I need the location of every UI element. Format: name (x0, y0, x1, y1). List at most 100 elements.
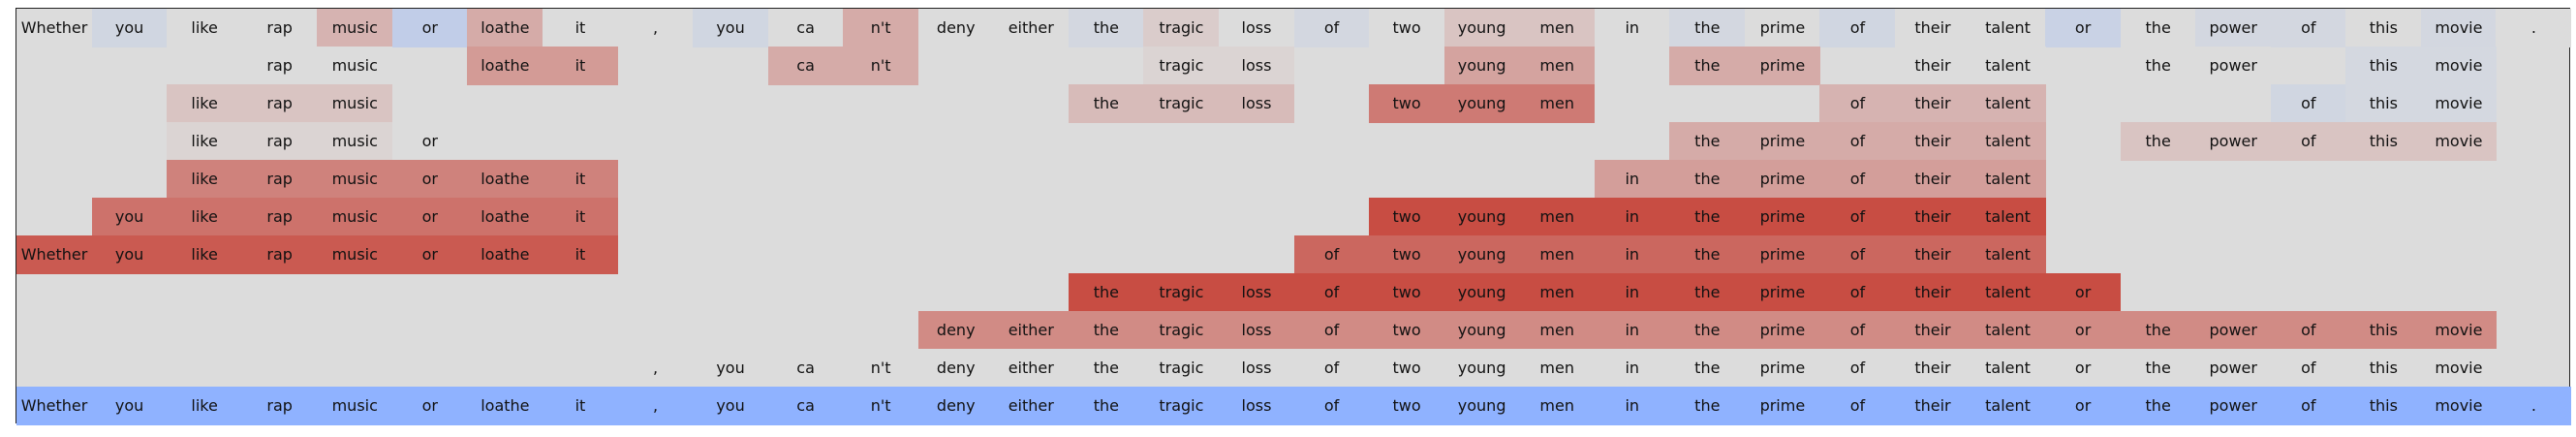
heatmap-cell: young (1443, 235, 1520, 274)
heatmap-cell: or (391, 235, 468, 274)
heatmap-cell: of (2270, 311, 2346, 350)
heatmap-cell: ca (767, 47, 844, 85)
heatmap-cell: it (542, 160, 618, 199)
heatmap-cell: you (91, 387, 168, 425)
heatmap-cell: or (391, 160, 468, 199)
heatmap-cell: rap (241, 387, 318, 425)
heatmap-cell: of (1293, 349, 1370, 388)
heatmap-cell: rap (241, 47, 318, 85)
heatmap-cell: their (1894, 47, 1971, 85)
heatmap-cell: this (2345, 349, 2422, 388)
heatmap-cell: prime (1744, 47, 1820, 85)
heatmap-cell: of (1819, 349, 1896, 388)
heatmap-cell: the (1669, 9, 1746, 47)
heatmap-cell: loss (1218, 387, 1294, 425)
heatmap-cell: it (542, 198, 618, 236)
heatmap-cell: this (2345, 122, 2422, 161)
heatmap-cell: like (167, 387, 243, 425)
heatmap-cell: two (1369, 311, 1445, 350)
heatmap-cell: you (693, 349, 769, 388)
heatmap-cell: or (391, 9, 468, 47)
heatmap-cell: their (1894, 198, 1971, 236)
heatmap-cell: their (1894, 84, 1971, 123)
heatmap-cell: young (1443, 84, 1520, 123)
heatmap-cell: you (693, 387, 769, 425)
heatmap-cell: . (2496, 9, 2572, 47)
heatmap-cell: you (91, 235, 168, 274)
heatmap-cell: it (542, 47, 618, 85)
heatmap-cell: the (2120, 387, 2196, 425)
heatmap-cell: in (1594, 387, 1670, 425)
heatmap-cell: of (1819, 235, 1896, 274)
heatmap-cell: of (1293, 387, 1370, 425)
heatmap-cell: n't (843, 387, 919, 425)
heatmap-cell: loathe (467, 198, 543, 236)
heatmap-cell: or (391, 198, 468, 236)
heatmap-cell: deny (917, 349, 994, 388)
heatmap-cell: like (167, 9, 243, 47)
heatmap-cell: of (1293, 273, 1370, 312)
heatmap-cell: the (1669, 387, 1746, 425)
heatmap-cell: talent (1970, 9, 2046, 47)
heatmap-cell: music (317, 84, 393, 123)
heatmap-cell: prime (1744, 349, 1820, 388)
heatmap-cell: movie (2420, 349, 2497, 388)
heatmap-cell: the (2120, 47, 2196, 85)
heatmap-cell: , (617, 349, 694, 388)
heatmap-cell: tragic (1143, 47, 1220, 85)
heatmap-cell: young (1443, 273, 1520, 312)
heatmap-cell: either (993, 349, 1070, 388)
heatmap-cell: of (1293, 9, 1370, 47)
heatmap-cell: prime (1744, 198, 1820, 236)
heatmap-cell: or (2045, 349, 2122, 388)
heatmap-cell: movie (2420, 387, 2497, 425)
heatmap-cell: the (1669, 311, 1746, 350)
heatmap-cell: loathe (467, 235, 543, 274)
heatmap-cell: the (2120, 122, 2196, 161)
heatmap-cell: the (1669, 235, 1746, 274)
heatmap-cell: like (167, 235, 243, 274)
heatmap-cell: of (1819, 387, 1896, 425)
heatmap-cell: the (1068, 84, 1144, 123)
heatmap-cell: talent (1970, 198, 2046, 236)
heatmap-cell: in (1594, 349, 1670, 388)
heatmap-cell: of (1293, 235, 1370, 274)
heatmap-cell: loss (1218, 84, 1294, 123)
heatmap-cell: movie (2420, 9, 2497, 47)
heatmap-cell: of (1819, 160, 1896, 199)
heatmap-cell: in (1594, 9, 1670, 47)
heatmap-cell: the (1068, 387, 1144, 425)
heatmap-cell: of (2270, 122, 2346, 161)
heatmap-cell: talent (1970, 122, 2046, 161)
heatmap-cell: of (1819, 273, 1896, 312)
heatmap-cell: two (1369, 84, 1445, 123)
heatmap-cell: the (1068, 9, 1144, 47)
heatmap-cell: movie (2420, 311, 2497, 350)
heatmap-cell: young (1443, 387, 1520, 425)
heatmap-cell: the (1068, 349, 1144, 388)
heatmap-cell: men (1519, 387, 1596, 425)
heatmap-cell: loss (1218, 9, 1294, 47)
heatmap-cell: in (1594, 311, 1670, 350)
heatmap-cell: rap (241, 235, 318, 274)
heatmap-cell: two (1369, 387, 1445, 425)
heatmap-cell: in (1594, 198, 1670, 236)
heatmap-cell: it (542, 387, 618, 425)
heatmap-cell: their (1894, 9, 1971, 47)
heatmap-cell: power (2195, 311, 2272, 350)
heatmap-cell: music (317, 9, 393, 47)
heatmap-cell: young (1443, 47, 1520, 85)
heatmap-cell: n't (843, 47, 919, 85)
heatmap-cell: loss (1218, 273, 1294, 312)
heatmap-cell: talent (1970, 387, 2046, 425)
heatmap-cell: two (1369, 349, 1445, 388)
heatmap-cell: of (1819, 122, 1896, 161)
heatmap-cell: you (91, 9, 168, 47)
heatmap-cell: or (2045, 311, 2122, 350)
heatmap-cell: this (2345, 311, 2422, 350)
heatmap-cell: movie (2420, 122, 2497, 161)
heatmap-cell: power (2195, 349, 2272, 388)
heatmap-cell: ca (767, 349, 844, 388)
heatmap-cell: men (1519, 9, 1596, 47)
heatmap-cell: like (167, 122, 243, 161)
